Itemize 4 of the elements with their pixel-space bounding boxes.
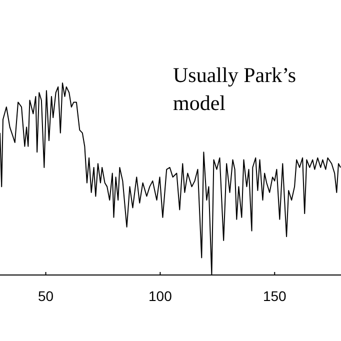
x-tick-label: 150	[262, 288, 287, 304]
x-tick-label: 50	[38, 288, 54, 304]
annotation: Usually Park’s model	[173, 63, 296, 115]
x-tick-label: 100	[148, 288, 172, 304]
